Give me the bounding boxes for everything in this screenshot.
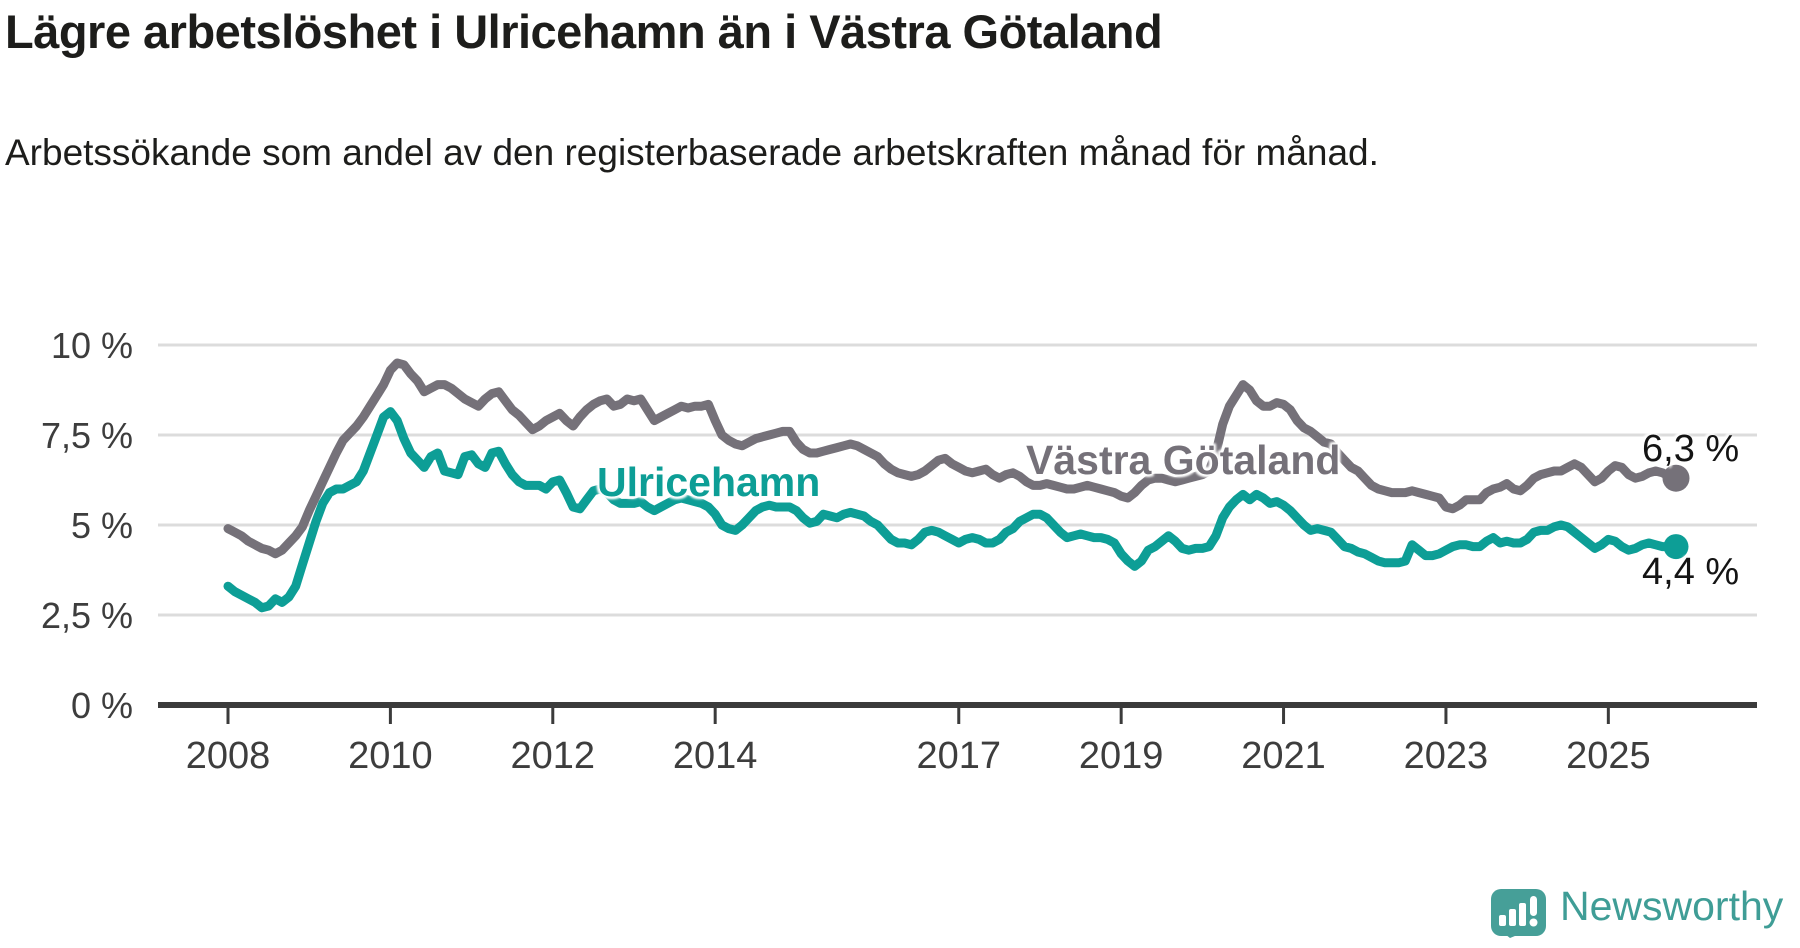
y-axis-label-0: 0 % <box>71 685 133 726</box>
x-axis-label-2010: 2010 <box>348 735 433 777</box>
speech-bubble-bar-chart-icon <box>1491 889 1546 938</box>
series-end-dots <box>1662 464 1690 560</box>
x-axis-label-2012: 2012 <box>511 735 596 777</box>
y-axis-labels: 0 % 2,5 % 5 % 7,5 % 10 % <box>41 325 133 726</box>
x-axis-labels: 2008 2010 2012 2014 2017 2019 2021 2023 2025 <box>186 735 1651 777</box>
line-ulricehamn <box>223 407 1681 613</box>
x-axis-label-2021: 2021 <box>1241 735 1326 777</box>
gridlines <box>158 343 1757 617</box>
y-axis-label-5: 5 % <box>71 505 133 546</box>
x-axis-label-2014: 2014 <box>673 735 758 777</box>
page-subtitle: Arbetssökande som andel av den registerb… <box>5 132 1379 173</box>
page-title: Lägre arbetslöshet i Ulricehamn än i Väs… <box>5 5 1163 58</box>
y-axis-label-10: 10 % <box>51 325 133 366</box>
x-axis-label-2023: 2023 <box>1404 735 1489 777</box>
y-axis-label-2.5: 2,5 % <box>41 595 133 636</box>
newsworthy-logo-text: Newsworthy <box>1560 883 1784 929</box>
series-lines <box>223 358 1681 613</box>
series-label-ulricehamn: Ulricehamn <box>597 459 821 505</box>
line-v-stra-g-taland <box>223 358 1681 559</box>
end-value-label-ulricehamn: 4,4 % <box>1642 551 1740 593</box>
newsworthy-logo: Newsworthy <box>1490 876 1783 938</box>
x-axis-ticks <box>226 708 1610 724</box>
end-dot-ulricehamn <box>1663 534 1689 560</box>
end-dot-v-stra-g-taland <box>1662 464 1690 492</box>
x-axis-label-2017: 2017 <box>916 735 1001 777</box>
x-axis-label-2025: 2025 <box>1566 735 1651 777</box>
series-label-vastra-gotaland: Västra Götaland <box>1026 437 1341 483</box>
x-axis-label-2019: 2019 <box>1079 735 1164 777</box>
end-value-label-vastra-gotaland: 6,3 % <box>1642 428 1740 470</box>
y-axis-label-7.5: 7,5 % <box>41 415 133 456</box>
x-axis-label-2008: 2008 <box>186 735 271 777</box>
